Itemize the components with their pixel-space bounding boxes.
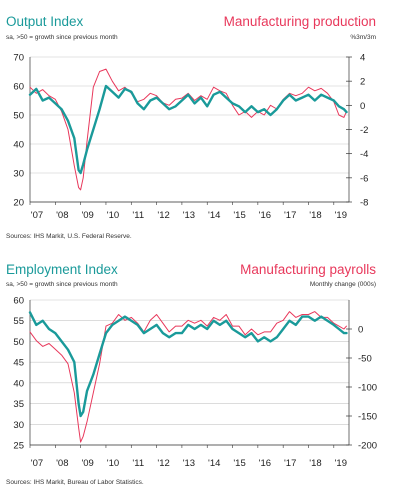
- chart1-y-left-tick-label: 30: [13, 169, 24, 180]
- chart2-subtitle-right: Monthly change (000s): [310, 281, 376, 288]
- chart2-x-tick-label: '18: [309, 458, 321, 469]
- chart1-x-tick-label: '17: [284, 210, 296, 221]
- chart1-index-series-line: [28, 84, 348, 175]
- chart1-x-tick-label: '07: [31, 210, 43, 221]
- chart1-y-right-tick-label: -8: [360, 198, 368, 209]
- chart2-x-tick-label: '13: [183, 458, 195, 469]
- chart1-y-left-tick-label: 50: [13, 111, 24, 122]
- chart1-x-tick-label: '12: [157, 210, 169, 221]
- chart1-subtitle-right: %3m/3m: [350, 34, 376, 41]
- chart1-y-right-tick-label: 4: [360, 53, 365, 64]
- chart2-x-tick-label: '10: [107, 458, 119, 469]
- chart2-y-right-tick-label: -100: [358, 383, 377, 394]
- chart1-y-right-tick-label: -4: [360, 149, 368, 160]
- chart2-y-left-tick-label: 55: [13, 316, 24, 327]
- chart2-y-left-tick-label: 50: [13, 337, 24, 348]
- chart2-source: Sources: IHS Markit, Bureau of Labor Sta…: [6, 479, 144, 486]
- chart2-y-left-tick-label: 40: [13, 378, 24, 389]
- chart1-title-left: Output Index: [6, 14, 84, 29]
- chart2-x-tick-label: '14: [208, 458, 220, 469]
- chart1-title-right: Manufacturing production: [224, 14, 376, 29]
- chart1-x-tick-label: '10: [107, 210, 119, 221]
- chart2-y-left-tick-label: 60: [13, 296, 24, 307]
- chart2-x-tick-label: '12: [157, 458, 169, 469]
- chart2-x-tick-label: '08: [56, 458, 68, 469]
- chart1-subtitle-left: sa, >50 = growth since previous month: [6, 34, 118, 41]
- chart1-x-tick-label: '09: [81, 210, 93, 221]
- chart1-x-tick-label: '16: [259, 210, 271, 221]
- chart1-x-tick-label: '15: [233, 210, 245, 221]
- chart2-x-tick-label: '15: [233, 458, 245, 469]
- chart1-source: Sources: IHS Markit, U.S. Federal Reserv…: [6, 233, 132, 240]
- chart1-y-right-tick-label: -6: [360, 173, 368, 184]
- chart1-x-tick-label: '11: [132, 210, 144, 221]
- chart2-y-right-tick-label: -50: [358, 354, 372, 365]
- chart2-title-right: Manufacturing payrolls: [240, 262, 376, 277]
- chart1-y-left-tick-label: 20: [13, 198, 24, 209]
- chart1-x-tick-label: '14: [208, 210, 220, 221]
- chart2-y-left-tick-label: 35: [13, 399, 24, 410]
- chart1-x-tick-label: '13: [183, 210, 195, 221]
- chart1-y-right-tick-label: 2: [360, 77, 365, 88]
- chart2-x-tick-label: '09: [81, 458, 93, 469]
- chart1-y-left-tick-label: 60: [13, 82, 24, 93]
- chart2-subtitle-left: sa, >50 = growth since previous month: [6, 281, 118, 288]
- chart2-y-right-tick-label: -200: [358, 441, 377, 452]
- chart2-x-tick-label: '19: [335, 458, 347, 469]
- chart1-secondary-series-line: [29, 68, 347, 191]
- chart2-y-left-tick-label: 30: [13, 420, 24, 431]
- chart2-title-left: Employment Index: [6, 262, 118, 277]
- chart2-x-tick-label: '16: [259, 458, 271, 469]
- chart2-x-tick-label: '17: [284, 458, 296, 469]
- chart1-y-left-tick-label: 70: [13, 53, 24, 64]
- chart2-y-left-tick-label: 45: [13, 358, 24, 369]
- chart1-x-tick-label: '19: [335, 210, 347, 221]
- chart1-y-right-tick-label: 0: [360, 101, 365, 112]
- chart2-index-series-line: [28, 311, 348, 418]
- chart2-secondary-series-line: [29, 311, 347, 443]
- chart1-x-tick-label: '08: [56, 210, 68, 221]
- chart1-y-left-tick-label: 40: [13, 140, 24, 151]
- chart2-y-right-tick-label: 0: [358, 325, 363, 336]
- chart1-x-tick-label: '18: [309, 210, 321, 221]
- chart2-y-left-tick-label: 25: [13, 441, 24, 452]
- chart2-x-tick-label: '07: [31, 458, 43, 469]
- chart1-y-right-tick-label: -2: [360, 125, 368, 136]
- chart2-y-right-tick-label: -150: [358, 412, 377, 423]
- chart2-x-tick-label: '11: [132, 458, 144, 469]
